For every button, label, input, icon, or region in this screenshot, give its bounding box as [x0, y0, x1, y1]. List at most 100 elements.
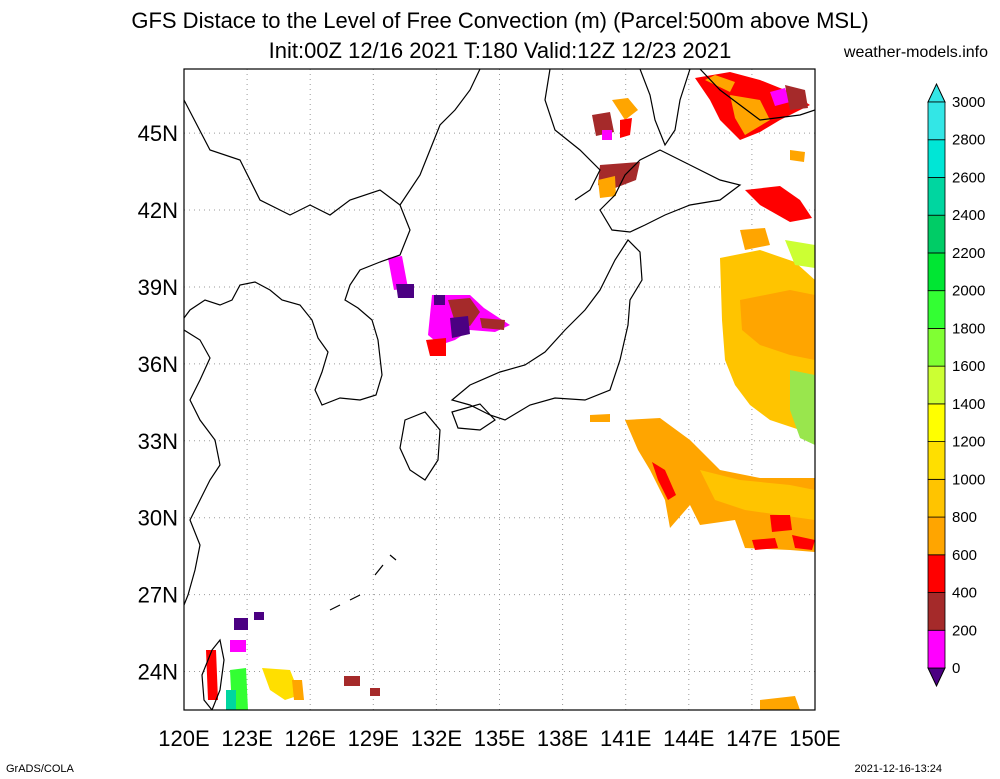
- colorbar-arrow-bottom: [927, 667, 946, 688]
- field-sw-cyan: [226, 690, 236, 710]
- field-sw-purple2: [254, 612, 264, 620]
- field-soj-brown2: [480, 318, 505, 330]
- lat-tick-label: 30N: [138, 506, 178, 531]
- grid-lines: [184, 69, 815, 710]
- field-east-green2: [790, 370, 815, 445]
- colorbar-label: 1200: [952, 434, 985, 451]
- field-red-2: [770, 515, 792, 532]
- colorbar-bin: [927, 516, 946, 556]
- coast-taiwan: [201, 638, 225, 710]
- field-sw-yellow: [262, 668, 300, 700]
- field-sw-brown: [344, 676, 360, 686]
- lat-tick-label: 27N: [138, 583, 178, 608]
- lon-tick-label: 132E: [411, 726, 462, 751]
- coast-mainland: [184, 99, 411, 406]
- lon-tick-label: 129E: [348, 726, 399, 751]
- coastlines: [184, 69, 815, 710]
- colorbar-bin: [927, 365, 946, 405]
- field-sw-orange: [292, 680, 304, 700]
- colorbar-bin: [927, 101, 946, 141]
- field-north-orange2: [705, 75, 735, 92]
- field-sakhalin-magenta: [602, 130, 612, 140]
- coast-kyushu: [399, 411, 441, 481]
- field-sw-red: [206, 650, 218, 700]
- field-kuril-orange: [790, 150, 805, 162]
- field-red-3: [752, 538, 778, 550]
- site-label[interactable]: weather-models.info: [843, 44, 988, 61]
- colorbar-bin: [927, 592, 946, 631]
- lon-tick-label: 126E: [285, 726, 336, 751]
- field-kuril-red: [745, 186, 812, 222]
- axis-labels: 120E 123E 126E 129E 132E 135E 138E 141E 144E 147E…: [138, 121, 841, 751]
- lat-tick-label: 24N: [138, 660, 178, 685]
- colorbar-bin: [927, 629, 946, 669]
- lon-tick-label: 120E: [158, 726, 209, 751]
- field-se-orange: [760, 696, 800, 710]
- colorbar-label: 2200: [952, 245, 985, 262]
- field-soj-red: [426, 338, 446, 356]
- coast-sakhalin: [639, 69, 691, 147]
- colorbar-label: 2400: [952, 207, 985, 224]
- lon-tick-label: 141E: [600, 726, 651, 751]
- chart-title: GFS Distace to the Level of Free Convect…: [131, 8, 869, 33]
- coast-hokkaido: [599, 149, 742, 233]
- colorbar-bin: [927, 478, 946, 518]
- field-sakhalin-red: [620, 118, 632, 138]
- lat-tick-label: 39N: [138, 275, 178, 300]
- colorbar-bin: [927, 177, 946, 216]
- colorbar-bin: [927, 139, 946, 178]
- field-pacific-yellow: [700, 470, 815, 520]
- field-soj-magenta-1: [388, 256, 408, 290]
- lon-tick-label: 123E: [221, 726, 272, 751]
- field-east-green: [785, 240, 815, 268]
- coast-ryukyu: [329, 554, 397, 611]
- colorbar-label: 2000: [952, 283, 985, 300]
- field-sw-brown2: [370, 688, 380, 696]
- field-sw-magenta: [230, 640, 246, 652]
- field-sakhalin-orange: [612, 98, 638, 120]
- coast-mainland-n: [399, 69, 481, 206]
- field-east-orange-top: [740, 228, 770, 250]
- field-red-4: [792, 535, 815, 550]
- colorbar-label: 600: [952, 547, 977, 564]
- colorbar-label: 1600: [952, 358, 985, 375]
- colorbar-bin: [927, 441, 946, 480]
- colorbar: 0 200 400 600 800 1000 1200 1400 1600 1800 2000 220…: [927, 82, 985, 688]
- field-north-magenta: [770, 88, 790, 106]
- colorbar-arrow-top: [927, 82, 946, 103]
- lon-tick-label: 150E: [789, 726, 840, 751]
- colorbar-label: 200: [952, 622, 977, 639]
- colorbar-label: 1000: [952, 471, 985, 488]
- lon-tick-label: 138E: [537, 726, 588, 751]
- colorbar-label: 2800: [952, 132, 985, 149]
- footer-timestamp: 2021-12-16-13:24: [854, 763, 942, 775]
- lon-tick-label: 147E: [726, 726, 777, 751]
- colorbar-label: 2600: [952, 169, 985, 186]
- chart-subtitle: Init:00Z 12/16 2021 T:180 Valid:12Z 12/2…: [268, 38, 732, 63]
- field-east-orange: [740, 290, 815, 360]
- lat-tick-label: 33N: [138, 429, 178, 454]
- footer-credit: GrADS/COLA: [6, 763, 74, 775]
- lon-tick-label: 135E: [474, 726, 525, 751]
- colorbar-label: 3000: [952, 94, 985, 111]
- plot-frame: [183, 68, 816, 711]
- coast-russia-ne: [544, 69, 601, 201]
- field-north-brown: [785, 85, 808, 110]
- colorbar-label: 1800: [952, 320, 985, 337]
- colorbar-bin: [927, 327, 946, 367]
- colorbar-label: 400: [952, 585, 977, 602]
- colorbar-label: 800: [952, 509, 977, 526]
- lfc-shading: [206, 72, 815, 710]
- colorbar-bin: [927, 252, 946, 292]
- lat-tick-label: 45N: [138, 121, 178, 146]
- colorbar-bin: [927, 290, 946, 329]
- lon-tick-label: 144E: [663, 726, 714, 751]
- colorbar-bin: [927, 214, 946, 254]
- field-soj-purple-3: [434, 295, 445, 305]
- coast-shikoku: [451, 403, 496, 431]
- colorbar-bin: [927, 403, 946, 443]
- field-soj-purple-2: [450, 316, 470, 338]
- field-orange-sm: [590, 414, 610, 422]
- lat-tick-label: 42N: [138, 198, 178, 223]
